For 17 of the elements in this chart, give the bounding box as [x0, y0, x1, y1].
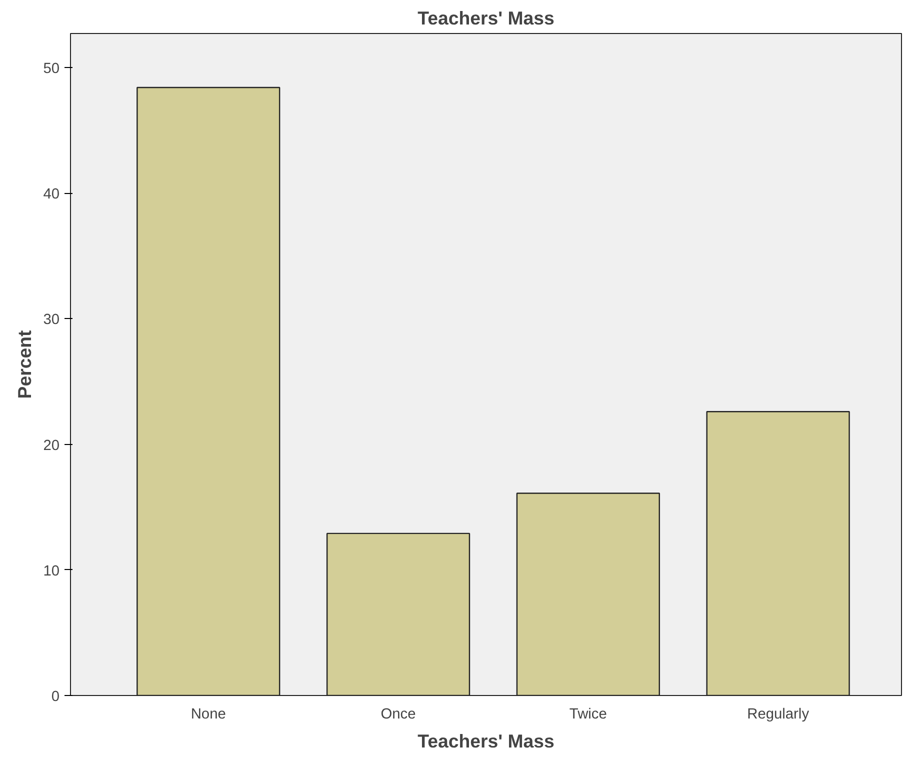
- x-axis-title: Teachers' Mass: [418, 730, 554, 752]
- y-tick-label: 20: [43, 438, 60, 454]
- y-tick-label: 50: [43, 60, 60, 77]
- x-tick-label: None: [190, 706, 226, 722]
- bar: [706, 411, 850, 696]
- y-tick-label: 40: [43, 186, 60, 203]
- y-tick-label: 10: [43, 563, 60, 580]
- x-tick-label: Regularly: [747, 706, 810, 722]
- y-axis-title: Percent: [14, 330, 36, 399]
- bar: [326, 532, 470, 696]
- x-tick-label: Once: [380, 706, 416, 722]
- bar: [516, 492, 660, 696]
- x-tick-label: Twice: [569, 706, 607, 722]
- y-tick-label: 30: [43, 312, 60, 328]
- y-tick-label: 0: [51, 689, 60, 705]
- chart-title: Teachers' Mass: [418, 8, 554, 28]
- bar: [136, 86, 280, 696]
